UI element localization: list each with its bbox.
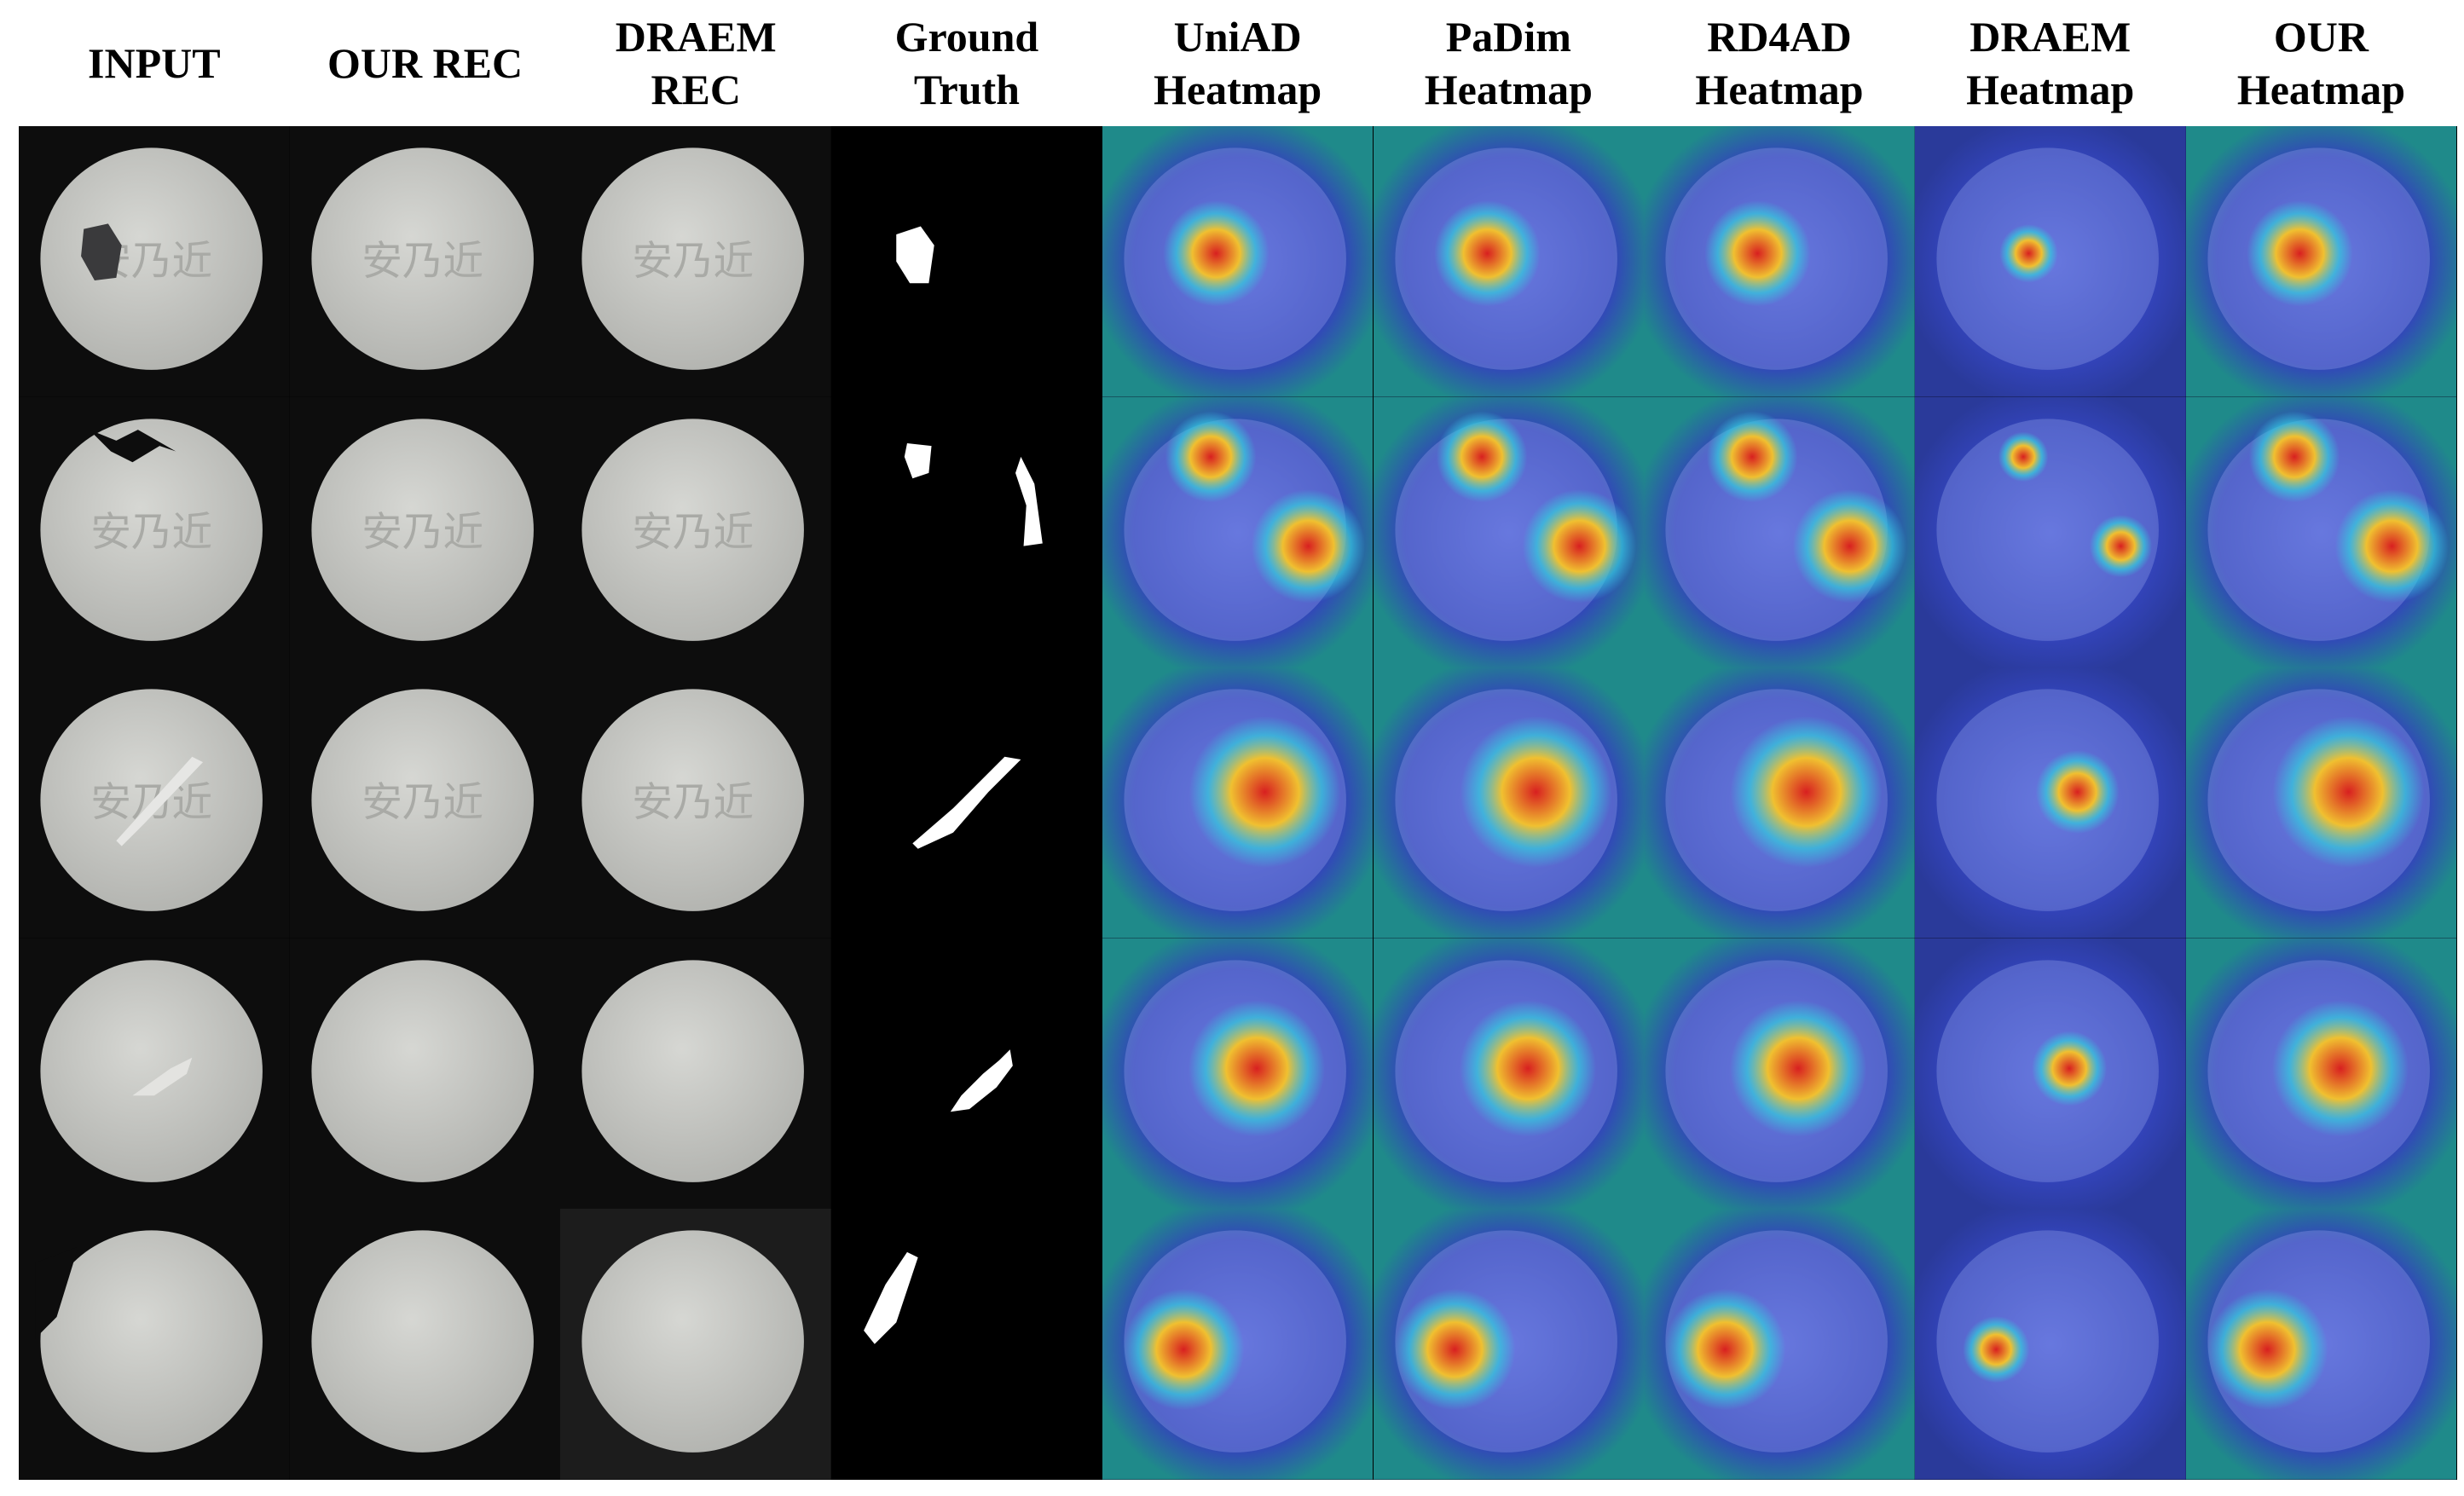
tile-gt-row-4 — [831, 938, 1102, 1210]
tile-our-hm-row-5 — [2185, 1209, 2457, 1480]
tile-uniad-row-1 — [1102, 126, 1374, 397]
column-title-our-rec: OUR REC — [327, 39, 523, 87]
tile-our-hm-row-2 — [2185, 396, 2457, 668]
tile-input-row-4 — [19, 938, 290, 1210]
pill-imprint: 安乃近 — [362, 509, 483, 556]
column-title-gt: Ground Truth — [894, 13, 1039, 113]
tile-padim-row-5 — [1373, 1209, 1645, 1480]
tile-padim-row-2 — [1373, 396, 1645, 668]
tile-gt-row-5 — [831, 1209, 1102, 1480]
tile-draem-hm-row-1 — [1914, 126, 2186, 397]
tile-padim-row-1 — [1373, 126, 1645, 397]
pill-imprint: 安乃近 — [90, 509, 212, 556]
tile-padim-row-4 — [1373, 938, 1645, 1210]
tile-uniad-row-5 — [1102, 1209, 1374, 1480]
tile-input-row-5 — [19, 1209, 290, 1480]
tile-draem-rec-row-2: 安乃近 — [560, 396, 832, 668]
pill-imprint: 安乃近 — [362, 239, 483, 286]
column-title-draem-rec: DRAEM REC — [615, 13, 777, 113]
tile-gt-row-3 — [831, 667, 1102, 939]
tile-draem-hm-row-5 — [1914, 1209, 2186, 1480]
tile-draem-rec-row-5 — [560, 1209, 832, 1480]
image-grid: 安乃近安乃近安乃近安乃近安乃近安乃近安乃近安乃近安乃近 — [19, 126, 2457, 1480]
pill-imprint: 安乃近 — [362, 780, 483, 827]
tile-our-rec-row-2: 安乃近 — [289, 396, 561, 668]
tile-our-hm-row-1 — [2185, 126, 2457, 397]
tile-our-hm-row-3 — [2185, 667, 2457, 939]
tile-our-hm-row-4 — [2185, 938, 2457, 1210]
tile-rd4ad-row-2 — [1644, 396, 1915, 668]
tile-draem-hm-row-4 — [1914, 938, 2186, 1210]
tile-draem-hm-row-2 — [1914, 396, 2186, 668]
pill-imprint: 安乃近 — [633, 239, 755, 286]
tile-draem-hm-row-3 — [1914, 667, 2186, 939]
column-title-our-hm: OUR Heatmap — [2236, 13, 2406, 113]
column-headers: INPUT OUR REC DRAEM REC Ground Truth UniAD H… — [19, 0, 2457, 126]
pill-imprint: 安乃近 — [633, 780, 755, 827]
column-title-input: INPUT — [88, 39, 221, 87]
tile-draem-rec-row-4 — [560, 938, 832, 1210]
column-title-rd4ad: RD4AD Heatmap — [1695, 13, 1864, 113]
column-title-padim: PaDim Heatmap — [1424, 13, 1593, 113]
tile-gt-row-2 — [831, 396, 1102, 668]
tile-our-rec-row-3: 安乃近 — [289, 667, 561, 939]
tile-rd4ad-row-4 — [1644, 938, 1915, 1210]
tile-draem-rec-row-3: 安乃近 — [560, 667, 832, 939]
tile-input-row-3: 安乃近 — [19, 667, 290, 939]
column-title-draem-hm: DRAEM Heatmap — [1966, 13, 2135, 113]
column-title-uniad: UniAD Heatmap — [1154, 13, 1322, 113]
tile-gt-row-1 — [831, 126, 1102, 397]
tile-input-row-2: 安乃近 — [19, 396, 290, 668]
tile-our-rec-row-4 — [289, 938, 561, 1210]
tile-uniad-row-4 — [1102, 938, 1374, 1210]
tile-rd4ad-row-1 — [1644, 126, 1915, 397]
tile-rd4ad-row-3 — [1644, 667, 1915, 939]
tile-our-rec-row-1: 安乃近 — [289, 126, 561, 397]
tile-uniad-row-3 — [1102, 667, 1374, 939]
tile-input-row-1: 安乃近 — [19, 126, 290, 397]
tile-rd4ad-row-5 — [1644, 1209, 1915, 1480]
tile-draem-rec-row-1: 安乃近 — [560, 126, 832, 397]
tile-padim-row-3 — [1373, 667, 1645, 939]
tile-our-rec-row-5 — [289, 1209, 561, 1480]
pill-imprint: 安乃近 — [633, 509, 755, 556]
tile-uniad-row-2 — [1102, 396, 1374, 668]
